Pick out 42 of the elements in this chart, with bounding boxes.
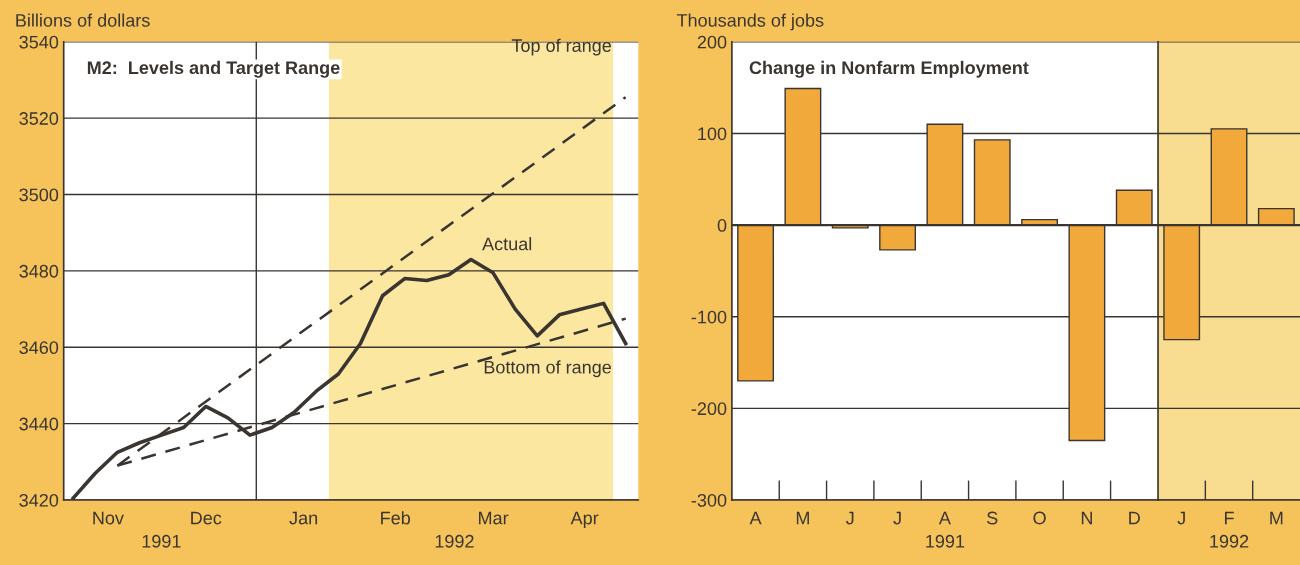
series-label: Bottom of range <box>484 360 611 378</box>
y-tick-label: 3480 <box>19 264 59 278</box>
y-axis-title: Billions of dollars <box>16 13 150 27</box>
x-tick-label: Dec <box>191 511 222 525</box>
y-tick-label: -200 <box>691 402 727 416</box>
x-tick-label: D <box>1129 511 1140 525</box>
x-tick-label: M <box>796 511 809 525</box>
x-tick-label: O <box>1033 511 1046 525</box>
y-axis-title: Thousands of jobs <box>676 13 824 31</box>
y-tick-label: 200 <box>697 35 727 49</box>
x-tick-label: Jan <box>289 511 318 525</box>
x-tick-label: Nov <box>93 511 124 525</box>
y-tick-label: 3420 <box>19 493 59 507</box>
text: 1992 <box>1210 534 1249 548</box>
x-tick-label: Feb <box>381 511 410 525</box>
x-tick-label: J <box>1177 511 1185 525</box>
x-tick-label: J <box>893 511 901 525</box>
y-tick-label: 3500 <box>19 188 59 202</box>
x-tick-label: Apr <box>570 511 599 528</box>
x-tick-label: S <box>987 511 998 525</box>
y-tick-label: 100 <box>698 127 727 141</box>
text: M2: Levels and Target Range <box>87 60 340 78</box>
y-tick-label: 3520 <box>19 112 59 125</box>
y-tick-label: 3440 <box>19 417 59 431</box>
x-tick-label: A <box>749 511 762 525</box>
y-tick-label: 3540 <box>19 35 59 49</box>
y-tick-label: -300 <box>691 493 727 507</box>
text: Change in Nonfarm Employment <box>749 60 1029 78</box>
text: Top of range <box>511 38 611 56</box>
x-tick-label: M <box>1270 511 1283 525</box>
text: 1991 <box>142 534 181 548</box>
y-tick-label: -100 <box>691 310 727 324</box>
text: 1992 <box>435 534 474 548</box>
x-tick-label: N <box>1081 511 1092 525</box>
x-tick-label: A <box>938 511 951 525</box>
y-tick-label: 0 <box>717 219 727 232</box>
text: 1991 <box>926 534 965 548</box>
y-tick-label: 3460 <box>19 341 59 355</box>
series-label: Actual <box>482 237 532 251</box>
x-tick-label: F <box>1224 511 1234 525</box>
x-tick-label: J <box>846 511 854 525</box>
x-tick-label: Mar <box>479 511 509 525</box>
